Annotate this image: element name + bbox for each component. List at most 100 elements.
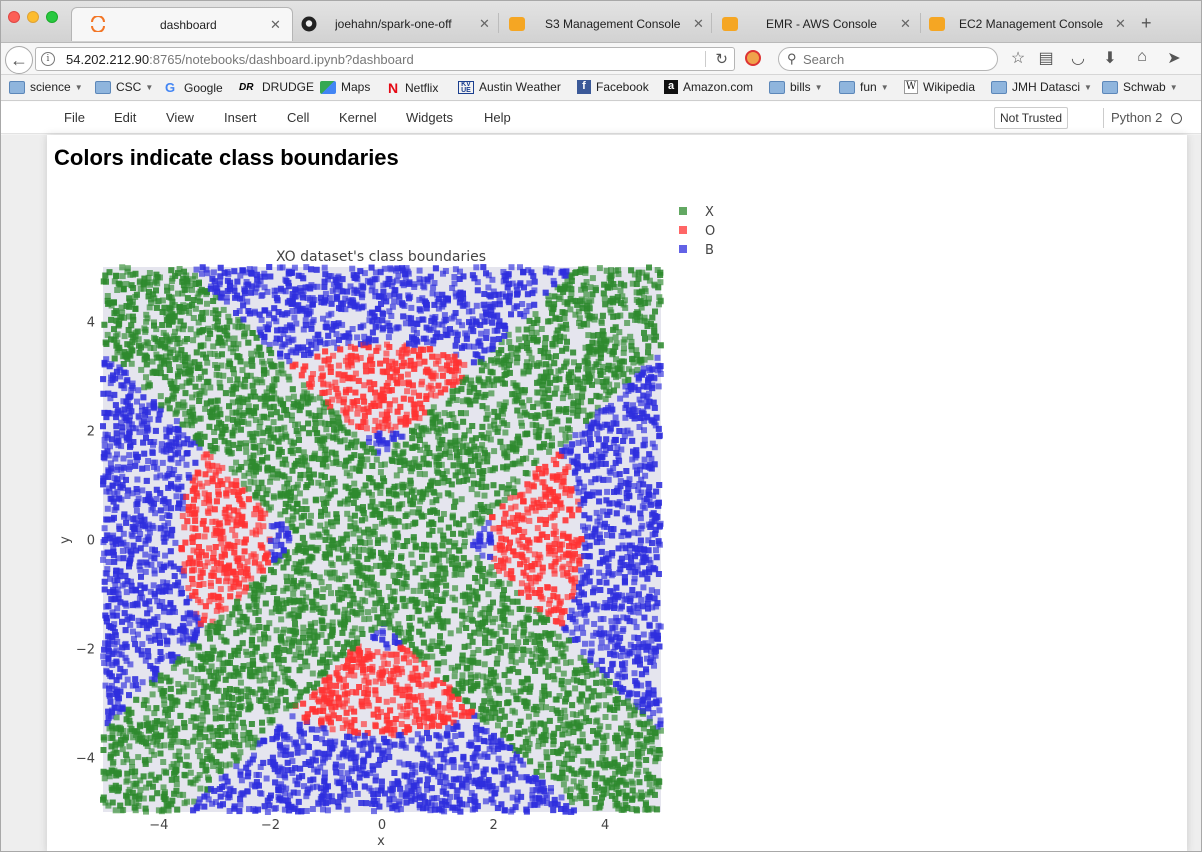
data-point-B [151,439,158,445]
menu-kernel[interactable]: Kernel [339,110,377,125]
data-point-B [180,432,187,439]
bookmark-label: Austin Weather [479,80,561,94]
bookmark-schwab[interactable]: Schwab ▼ [1102,80,1178,94]
data-point-X [508,658,515,665]
data-point-X [639,749,645,756]
info-icon[interactable]: i [41,52,55,66]
data-point-O [404,346,410,353]
data-point-B [435,773,442,780]
search-bar[interactable]: ⚲ [778,47,998,71]
home-icon[interactable]: ⌂ [1137,48,1147,65]
close-tab-icon[interactable]: ✕ [900,16,911,31]
data-point-B [639,503,646,510]
url-bar[interactable]: i 54.202.212.90:8765/notebooks/dashboard… [35,47,735,71]
data-point-B [114,451,120,458]
data-point-X [416,506,423,512]
data-point-B [302,317,309,324]
back-button[interactable]: ← [5,46,33,74]
data-point-X [194,666,201,673]
data-point-X [237,749,244,756]
data-point-B [101,550,108,557]
bookmark-amazon[interactable]: a Amazon.com [664,80,753,94]
menu-insert[interactable]: Insert [224,110,257,125]
kernel-name[interactable]: Python 2 [1111,110,1163,125]
data-point-B [641,456,648,463]
search-input[interactable] [803,51,993,67]
bookmark-star-icon[interactable]: ☆ [1010,50,1026,67]
data-point-B [397,806,404,813]
bookmark-google[interactable]: G Google [165,80,223,95]
data-point-O [387,427,394,434]
bookmark-science[interactable]: science ▼ [9,80,83,94]
bookmark-drudge[interactable]: DR DRUDGE [239,80,314,94]
data-point-X [495,682,501,689]
data-point-B [122,668,128,675]
data-point-X [629,280,636,287]
bookmark-wikipedia[interactable]: W Wikipedia [904,80,975,94]
data-point-X [275,660,282,667]
tab-github[interactable]: joehahn/spark-one-off ✕ [293,7,498,41]
data-point-B [624,554,631,560]
chevron-down-icon: ▼ [74,82,83,92]
data-point-O [379,680,386,686]
bookmark-csc[interactable]: CSC ▼ [95,80,153,94]
data-point-X [545,428,552,435]
close-window-button[interactable] [8,11,20,23]
menu-help[interactable]: Help [484,110,511,125]
close-tab-icon[interactable]: ✕ [693,16,704,31]
data-point-O [249,529,256,536]
pocket-icon[interactable]: ◡ [1071,50,1085,67]
data-point-B [499,291,506,298]
data-point-X [285,636,292,643]
bookmark-austin-weather[interactable]: KV UE Austin Weather [458,80,561,94]
bookmark-facebook[interactable]: f Facebook [577,80,649,94]
downloads-icon[interactable]: ⬇ [1103,50,1117,67]
data-point-B [479,313,486,320]
tab-emr[interactable]: EMR - AWS Console ✕ [712,7,920,41]
tab-dashboard[interactable]: dashboard ✕ [71,7,293,41]
zoom-window-button[interactable] [46,11,58,23]
data-point-X [242,383,249,390]
bookmark-jmh-datasci[interactable]: JMH Datasci ▼ [991,80,1092,94]
data-point-O [417,692,424,699]
data-point-B [386,308,393,315]
reload-icon[interactable]: ↻ [715,51,728,68]
not-trusted-button[interactable]: Not Trusted [994,107,1068,129]
tab-ec2[interactable]: EC2 Management Console ✕ [921,7,1133,41]
data-point-X [508,609,515,616]
data-point-X [291,607,297,614]
ad-block-icon[interactable] [745,50,761,66]
reading-list-icon[interactable]: ▤ [1038,50,1054,67]
close-tab-icon[interactable]: ✕ [1115,16,1126,31]
data-point-B [256,772,262,778]
menu-file[interactable]: File [64,110,85,125]
menu-widgets[interactable]: Widgets [406,110,453,125]
url-text[interactable]: 54.202.212.90:8765/notebooks/dashboard.i… [66,52,414,67]
data-point-B [282,341,289,348]
data-point-O [207,454,214,460]
minimize-window-button[interactable] [27,11,39,23]
close-tab-icon[interactable]: ✕ [270,17,281,32]
data-point-O [329,726,336,733]
data-point-B [620,626,627,633]
data-point-B [159,459,166,466]
data-point-X [503,490,510,497]
close-tab-icon[interactable]: ✕ [479,16,490,31]
bookmark-fun[interactable]: fun ▼ [839,80,889,94]
bookmark-netflix[interactable]: N Netflix [388,80,438,96]
new-tab-button[interactable]: + [1141,13,1152,33]
share-icon[interactable]: ➤ [1167,50,1181,67]
data-point-O [204,479,211,486]
bookmark-bills[interactable]: bills ▼ [769,80,823,94]
data-point-B [601,573,608,579]
menu-view[interactable]: View [166,110,194,125]
menu-edit[interactable]: Edit [114,110,137,125]
data-point-X [270,703,277,710]
data-point-B [286,358,293,365]
data-point-X [264,487,271,494]
bookmark-maps[interactable]: Maps [320,80,370,94]
menu-cell[interactable]: Cell [287,110,310,125]
tab-s3[interactable]: S3 Management Console ✕ [499,7,711,41]
data-point-B [473,302,480,309]
data-point-B [368,287,375,294]
